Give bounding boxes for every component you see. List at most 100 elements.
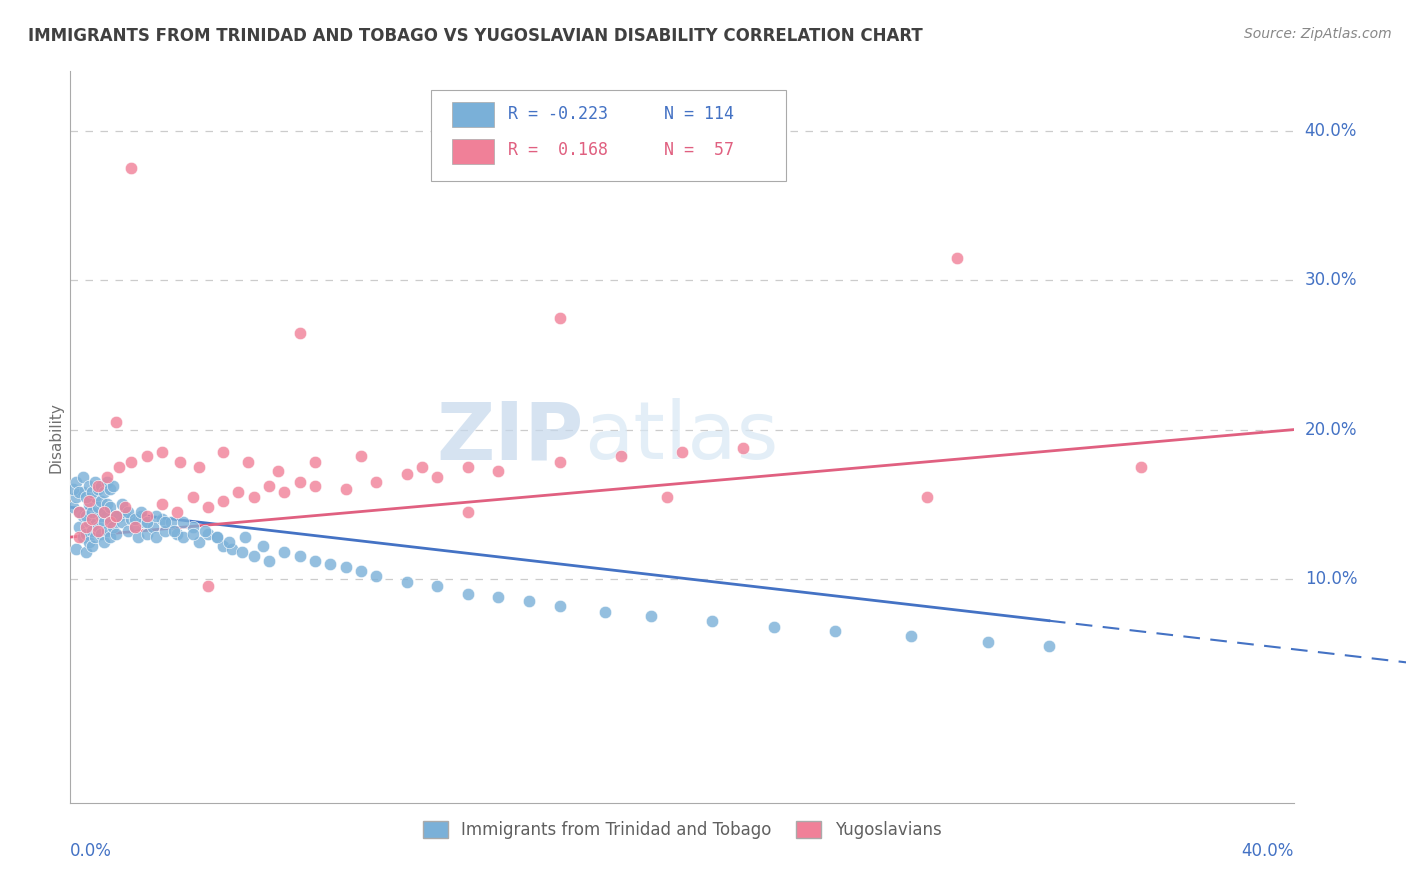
Point	[105, 415, 128, 429]
Point	[121, 512, 143, 526]
Bar	[451, 102, 494, 127]
Point	[236, 455, 259, 469]
Point	[243, 549, 266, 564]
Point	[181, 490, 204, 504]
Point	[80, 512, 103, 526]
Point	[946, 251, 969, 265]
Point	[762, 620, 785, 634]
Point	[117, 505, 139, 519]
Point	[194, 524, 217, 538]
Point	[90, 509, 112, 524]
Point	[273, 545, 295, 559]
Point	[90, 479, 112, 493]
Point	[80, 539, 103, 553]
Point	[90, 527, 112, 541]
Point	[457, 459, 479, 474]
Point	[75, 509, 97, 524]
Point	[212, 445, 235, 459]
Point	[75, 519, 97, 533]
Point	[69, 505, 91, 519]
Point	[96, 524, 118, 538]
Point	[231, 545, 253, 559]
Point	[75, 490, 97, 504]
Point	[488, 590, 510, 604]
Point	[135, 509, 157, 524]
Point	[212, 494, 235, 508]
Point	[181, 527, 204, 541]
Point	[83, 530, 105, 544]
Point	[595, 605, 617, 619]
Point	[304, 554, 326, 568]
Point	[163, 524, 186, 538]
Point	[121, 161, 143, 176]
Point	[640, 609, 662, 624]
Point	[233, 530, 256, 544]
Point	[395, 574, 418, 589]
Point	[90, 494, 112, 508]
Point	[319, 557, 342, 571]
Point	[197, 500, 219, 515]
Point	[548, 455, 571, 469]
Point	[212, 539, 235, 553]
Point	[733, 441, 755, 455]
Legend: Immigrants from Trinidad and Tobago, Yugoslavians: Immigrants from Trinidad and Tobago, Yug…	[416, 814, 948, 846]
Point	[132, 515, 155, 529]
Point	[77, 515, 100, 529]
Point	[98, 483, 121, 497]
Point	[304, 455, 326, 469]
Point	[166, 505, 188, 519]
Point	[824, 624, 846, 639]
Point	[69, 530, 91, 544]
Point	[117, 524, 139, 538]
Point	[135, 527, 157, 541]
Point	[127, 530, 149, 544]
Point	[105, 509, 128, 524]
Text: Source: ZipAtlas.com: Source: ZipAtlas.com	[1244, 27, 1392, 41]
Point	[205, 530, 228, 544]
Point	[145, 509, 167, 524]
Point	[218, 534, 240, 549]
Point	[243, 490, 266, 504]
Point	[197, 527, 219, 541]
Point	[83, 490, 105, 504]
Text: 10.0%: 10.0%	[1305, 570, 1357, 588]
Point	[457, 505, 479, 519]
Point	[671, 445, 693, 459]
Point	[98, 515, 121, 529]
Point	[273, 485, 295, 500]
Point	[96, 505, 118, 519]
Point	[93, 505, 115, 519]
Point	[166, 527, 188, 541]
Point	[69, 519, 91, 533]
Point	[124, 519, 146, 533]
Point	[145, 530, 167, 544]
Point	[135, 450, 157, 464]
Point	[77, 494, 100, 508]
Point	[187, 459, 209, 474]
Text: 40.0%: 40.0%	[1241, 842, 1294, 860]
Point	[335, 560, 357, 574]
Point	[93, 534, 115, 549]
Point	[114, 500, 136, 515]
Point	[169, 455, 191, 469]
Point	[350, 450, 373, 464]
Point	[98, 512, 121, 526]
Point	[548, 310, 571, 325]
Point	[72, 509, 94, 524]
Point	[335, 483, 357, 497]
Point	[488, 464, 510, 478]
Point	[65, 475, 87, 489]
Text: N = 114: N = 114	[664, 104, 734, 123]
Point	[87, 505, 110, 519]
Point	[72, 470, 94, 484]
Point	[150, 497, 173, 511]
Text: 20.0%: 20.0%	[1305, 421, 1357, 439]
Point	[288, 475, 311, 489]
Point	[172, 515, 194, 529]
Point	[142, 519, 165, 533]
Point	[98, 530, 121, 544]
Text: N =  57: N = 57	[664, 141, 734, 160]
Point	[160, 515, 183, 529]
Point	[181, 519, 204, 533]
Point	[288, 549, 311, 564]
